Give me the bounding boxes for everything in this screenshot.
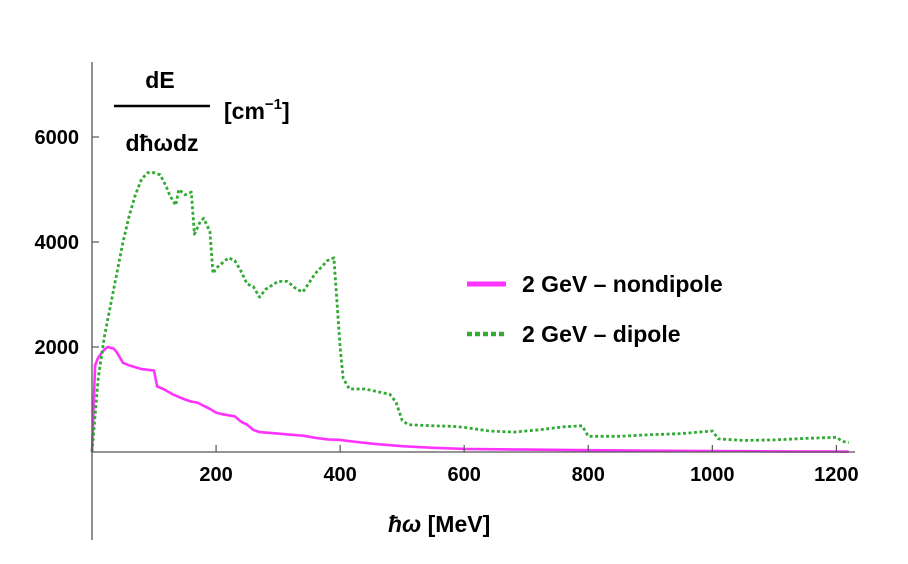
x-tick-label: 600 [448,464,481,486]
x-tick-label: 400 [323,464,356,486]
legend-entry-dipole: 2 GeV – dipole [467,321,681,347]
xlabel-symbol: ħω [388,511,421,537]
ylabel-unit-base: [cm [224,98,265,124]
legend-label-nondipole: 2 GeV – nondipole [522,271,723,297]
ylabel-unit-close: ] [282,98,290,124]
ylabel-unit: [cm−1] [224,96,290,124]
xlabel-unit: [MeV] [428,511,491,537]
legend-label-dipole: 2 GeV – dipole [522,321,681,347]
y-tick-label: 4000 [35,232,80,254]
ylabel-unit-exponent: −1 [265,96,282,113]
x-ticks: 200 400 600 800 1000 1200 [199,445,859,486]
series-line-dipole [90,171,850,453]
x-tick-label: 800 [572,464,605,486]
x-axis-label: ħω [MeV] [388,511,490,537]
legend: 2 GeV – nondipole 2 GeV – dipole [467,271,723,347]
series-line-nondipole [90,345,849,453]
y-ticks: 2000 4000 6000 [35,127,99,359]
legend-entry-nondipole: 2 GeV – nondipole [467,271,723,297]
axes: 200 400 600 800 1000 1200 2000 4000 6000 [35,62,859,540]
x-tick-label: 1200 [814,464,859,486]
x-tick-label: 1000 [690,464,735,486]
ylabel-denominator: dħωdz [125,130,198,156]
plot-series [90,171,850,453]
y-axis-label: dE dħωdz [cm−1] [114,67,290,156]
x-tick-label: 200 [199,464,232,486]
ylabel-numerator: dE [145,67,174,93]
xlabel: ħω [MeV] [388,511,490,537]
y-tick-label: 2000 [35,337,80,359]
y-tick-label: 6000 [35,127,80,149]
